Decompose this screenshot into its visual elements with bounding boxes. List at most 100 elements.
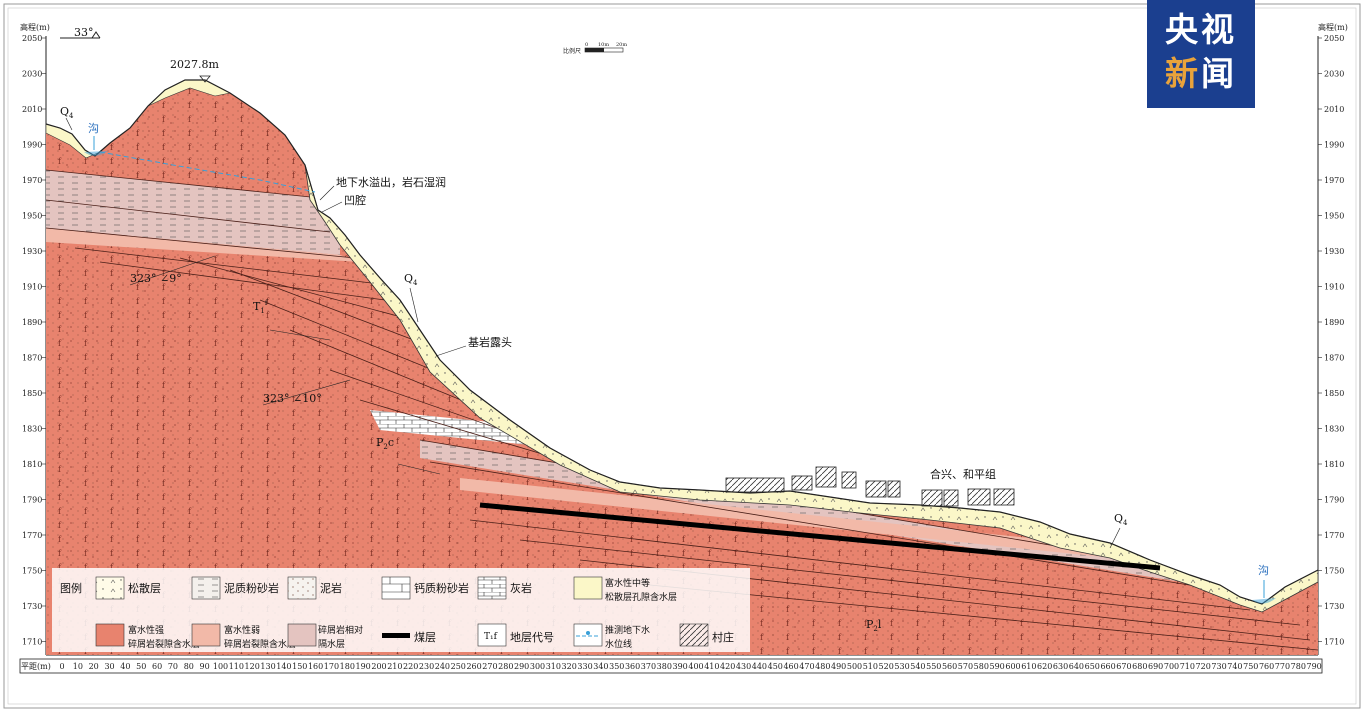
distance-tick-label: 320 xyxy=(562,662,577,671)
distance-tick-label: 80 xyxy=(184,662,194,671)
svg-text:10m: 10m xyxy=(598,42,609,48)
distance-tick-label: 790 xyxy=(1307,662,1322,671)
elevation-tick-label: 1730 xyxy=(22,602,42,611)
elevation-tick-label: 1870 xyxy=(22,354,42,363)
distance-tick-label: 220 xyxy=(403,662,418,671)
scale-bar: 比例尺 0 10m 20m xyxy=(563,42,627,55)
legend-item-stratum-code: T₁f 地层代号 xyxy=(477,623,554,647)
logo-line-1: 央视 xyxy=(1165,10,1237,49)
distance-tick-label: 780 xyxy=(1291,662,1306,671)
distance-tick-label: 510 xyxy=(863,662,878,671)
elevation-tick-label: 1890 xyxy=(22,318,42,327)
distance-tick-label: 350 xyxy=(609,662,624,671)
distance-tick-label: 550 xyxy=(926,662,941,671)
distance-tick-label: 660 xyxy=(1100,662,1115,671)
q4-left-label: Q4 xyxy=(60,105,74,120)
elevation-tick-label: 1930 xyxy=(1324,247,1344,256)
distance-tick-label: 50 xyxy=(136,662,146,671)
village-name-label: 合兴、和平组 xyxy=(930,467,996,481)
distance-tick-label: 520 xyxy=(879,662,894,671)
distance-tick-label: 620 xyxy=(1037,662,1052,671)
distance-tick-label: 710 xyxy=(1180,662,1195,671)
distance-tick-label: 750 xyxy=(1243,662,1258,671)
distance-tick-label: 580 xyxy=(974,662,989,671)
svg-text:松散层: 松散层 xyxy=(128,581,161,595)
elevation-tick-label: 1830 xyxy=(1324,425,1344,434)
svg-text:钙质粉砂岩: 钙质粉砂岩 xyxy=(414,581,469,595)
elevation-tick-label: 1870 xyxy=(1324,354,1344,363)
distance-tick-label: 120 xyxy=(245,662,260,671)
svg-text:20m: 20m xyxy=(616,42,627,48)
elevation-tick-label: 1830 xyxy=(22,425,42,434)
distance-tick-label: 540 xyxy=(910,662,925,671)
distance-tick-label: 260 xyxy=(466,662,481,671)
elevation-tick-label: 1950 xyxy=(22,212,42,221)
distance-tick-label: 680 xyxy=(1132,662,1147,671)
distance-tick-label: 460 xyxy=(783,662,798,671)
bedrock-label: 基岩露头 xyxy=(468,335,512,349)
distance-tick-label: 250 xyxy=(451,662,466,671)
legend-item-pore-aquifer: 富水性中等 松散层孔隙含水层 xyxy=(573,576,677,603)
elevation-tick-label: 1710 xyxy=(22,638,42,647)
svg-text:碎屑岩相对: 碎屑岩相对 xyxy=(318,624,363,636)
distance-tick-label: 430 xyxy=(736,662,751,671)
distance-tick-label: 700 xyxy=(1164,662,1179,671)
svg-text:泥岩: 泥岩 xyxy=(320,581,342,595)
svg-text:富水性弱: 富水性弱 xyxy=(224,624,260,636)
distance-tick-label: 270 xyxy=(482,662,497,671)
distance-tick-label: 390 xyxy=(673,662,688,671)
elevation-tick-label: 1750 xyxy=(1324,567,1344,576)
distance-tick-label: 200 xyxy=(371,662,386,671)
q4-right-label: Q4 xyxy=(1114,512,1128,527)
legend-title: 图例 xyxy=(60,581,82,595)
svg-text:松散层孔隙含水层: 松散层孔隙含水层 xyxy=(605,591,677,603)
distance-tick-label: 440 xyxy=(752,662,767,671)
peak-elevation: 2027.8m xyxy=(170,58,219,71)
distance-tick-label: 30 xyxy=(104,662,114,671)
left-ditch: 沟 xyxy=(84,122,108,156)
bottom-axis-title: 平距(m) xyxy=(21,662,51,671)
village-blocks xyxy=(725,466,1015,507)
elevation-tick-label: 2010 xyxy=(1324,105,1344,114)
p2l-label: P2l xyxy=(866,618,882,633)
legend-item-calc-siltstone: 钙质粉砂岩 xyxy=(381,576,469,600)
distance-tick-label: 450 xyxy=(768,662,783,671)
svg-text:煤层: 煤层 xyxy=(414,631,436,644)
elevation-tick-label: 2030 xyxy=(1324,70,1344,79)
distance-tick-label: 300 xyxy=(530,662,545,671)
distance-tick-label: 160 xyxy=(308,662,323,671)
cavity-label: 凹腔 xyxy=(344,193,366,207)
distance-tick-label: 240 xyxy=(435,662,450,671)
elevation-tick-label: 1990 xyxy=(22,141,42,150)
legend-item-mudstone: 泥岩 xyxy=(287,576,342,600)
distance-tick-label: 150 xyxy=(292,662,307,671)
logo-line-2: 新闻 xyxy=(1165,54,1237,93)
distance-tick-label: 380 xyxy=(657,662,672,671)
q4-mid-label: Q4 xyxy=(404,272,418,287)
distance-tick-label: 570 xyxy=(958,662,973,671)
legend-item-loose: 松散层 xyxy=(95,576,161,600)
distance-tick-label: 110 xyxy=(229,662,244,671)
distance-tick-label: 630 xyxy=(1053,662,1068,671)
elevation-tick-label: 1890 xyxy=(1324,318,1344,327)
distance-tick-label: 330 xyxy=(577,662,592,671)
distance-tick-label: 280 xyxy=(498,662,513,671)
distance-tick-label: 400 xyxy=(688,662,703,671)
distance-tick-label: 410 xyxy=(704,662,719,671)
elevation-tick-label: 1930 xyxy=(22,247,42,256)
elevation-tick-label: 1850 xyxy=(1324,389,1344,398)
distance-tick-label: 230 xyxy=(419,662,434,671)
elevation-tick-label: 1750 xyxy=(22,567,42,576)
dip-label-1: 323° ∠9° xyxy=(130,272,182,285)
annotations: 2027.8m Q4 地下水溢出，岩石湿润 凹腔 323° ∠9° T1f Q4… xyxy=(60,58,1128,633)
seepage-label: 地下水溢出，岩石湿润 xyxy=(336,175,446,189)
dip-label-2: 323° ∠10° xyxy=(263,392,322,405)
svg-text:富水性中等: 富水性中等 xyxy=(605,577,650,589)
distance-tick-label: 10 xyxy=(73,662,83,671)
elevation-tick-label: 1790 xyxy=(1324,496,1344,505)
distance-tick-label: 740 xyxy=(1227,662,1242,671)
distance-tick-label: 670 xyxy=(1116,662,1131,671)
ground-surface xyxy=(45,79,1319,605)
distance-tick-label: 500 xyxy=(847,662,862,671)
